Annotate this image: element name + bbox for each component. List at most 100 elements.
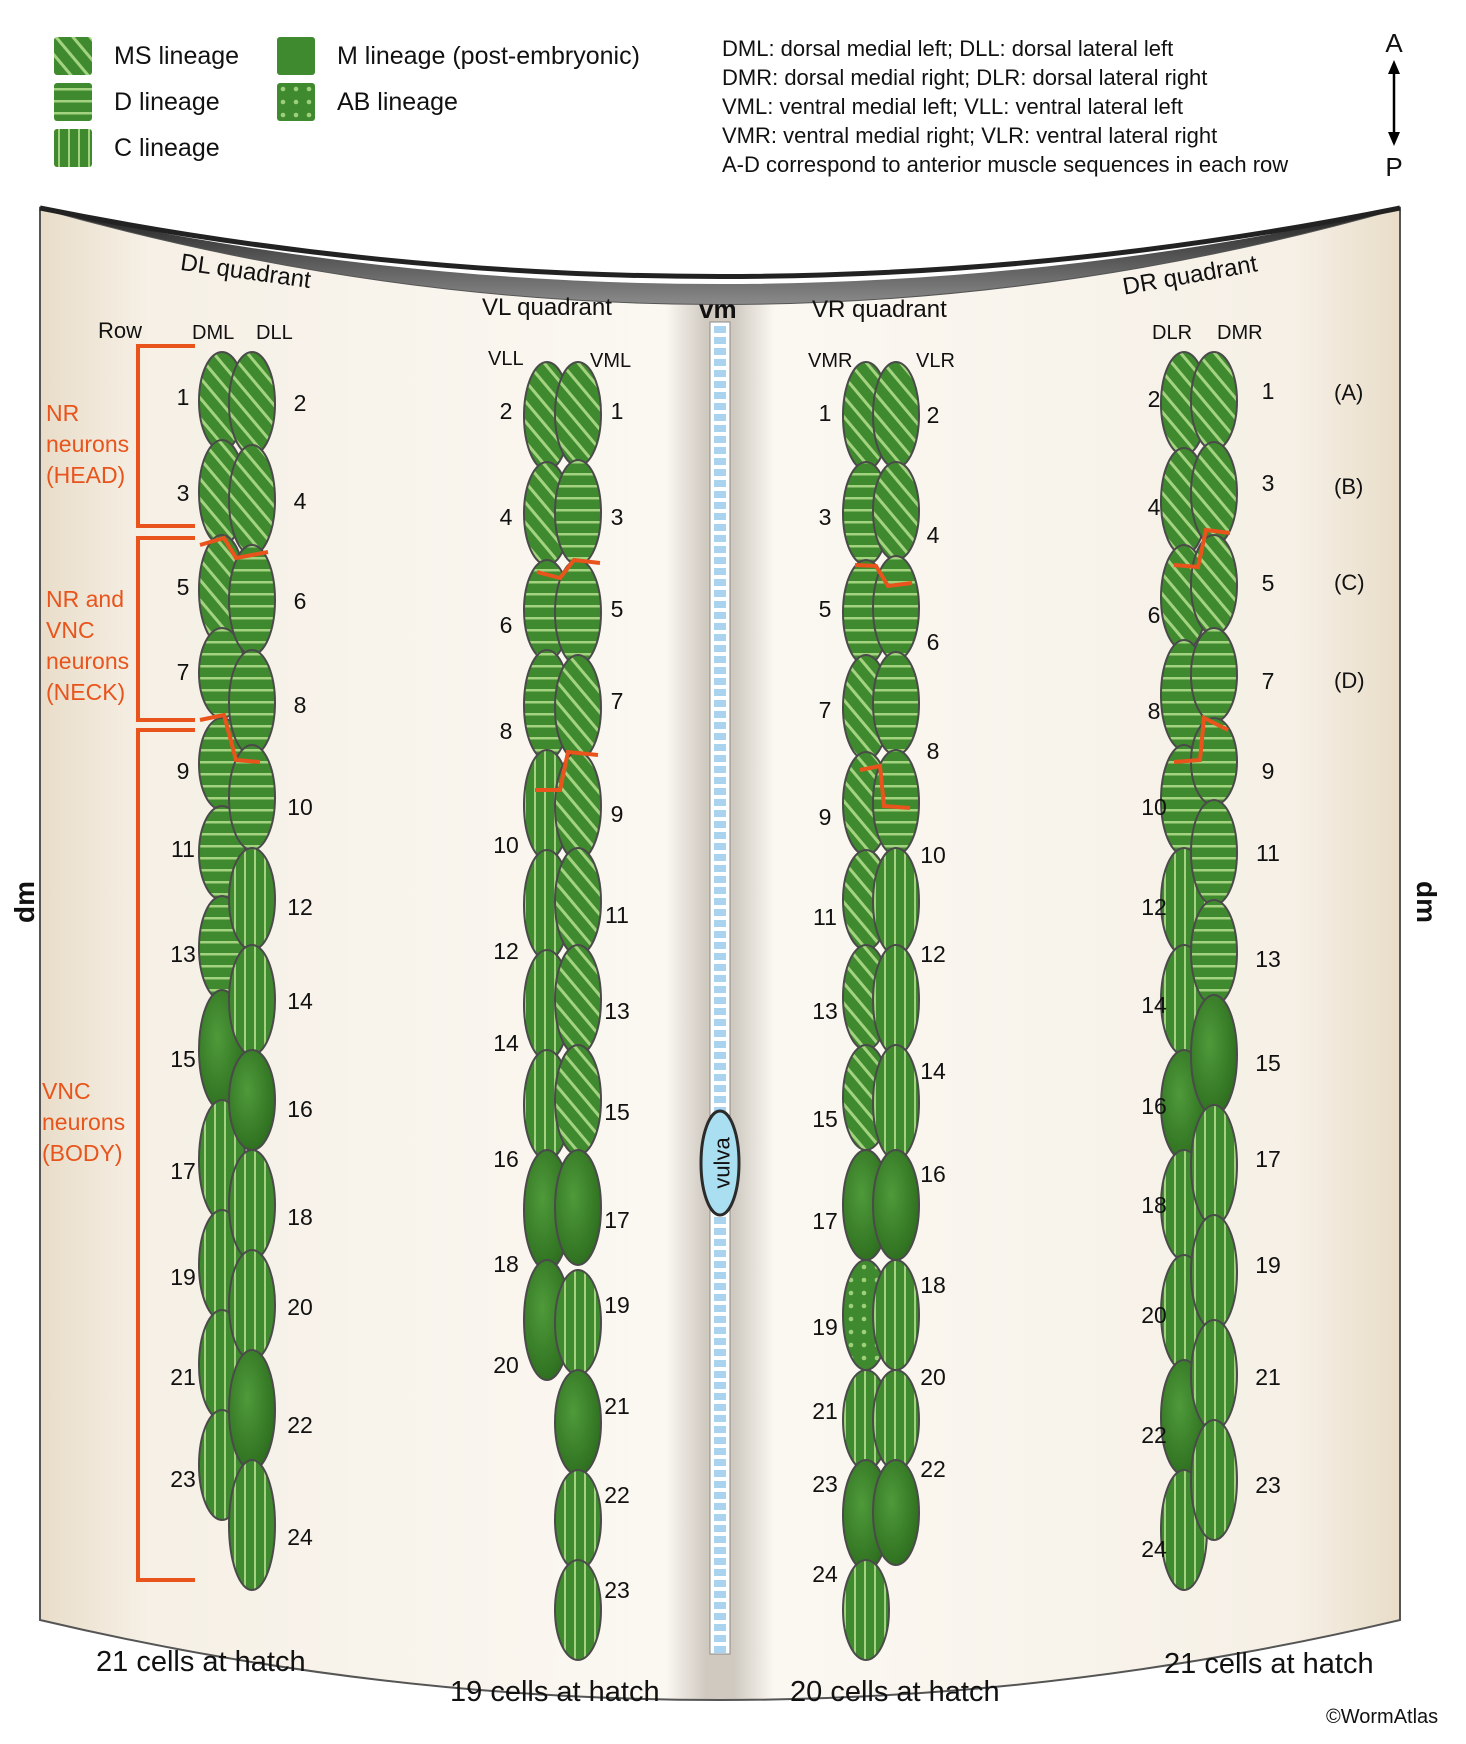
vm-rung — [714, 370, 726, 377]
vl-cell-number: 4 — [499, 504, 513, 530]
vm-rung — [714, 799, 726, 806]
vml-cell — [554, 751, 602, 861]
vm-rung — [714, 425, 726, 432]
vl-cell-number: 13 — [604, 998, 630, 1024]
dmr-cell — [1190, 1319, 1238, 1431]
vm-rung — [714, 1349, 726, 1356]
sequence-boundary-line — [1173, 714, 1229, 764]
ms-lineage-swatch-icon — [54, 37, 92, 75]
vm-rung — [714, 568, 726, 575]
vm-rung — [714, 1393, 726, 1400]
dl-cell-number: 14 — [287, 988, 313, 1014]
vr-cell-number: 6 — [926, 629, 940, 655]
vl-cell-number: 2 — [499, 398, 513, 424]
vml-cell — [554, 459, 602, 566]
vm-rung — [714, 700, 726, 707]
dr-cell-number: 9 — [1261, 758, 1275, 784]
vr-cell-number: 8 — [926, 738, 940, 764]
vr-cell-number: 19 — [812, 1314, 838, 1340]
vm-rung — [714, 1371, 726, 1378]
vm-rung — [714, 579, 726, 586]
dll-cell — [228, 649, 276, 756]
vm-rung — [714, 1492, 726, 1499]
sequence-c-label: (C) — [1334, 570, 1365, 595]
vm-rung — [714, 1327, 726, 1334]
vm-rung — [714, 1030, 726, 1037]
region-bracket — [136, 344, 195, 528]
vm-rung — [714, 909, 726, 916]
vml-cell — [554, 1044, 602, 1156]
vm-rung — [714, 667, 726, 674]
dl-cell-number: 7 — [176, 659, 190, 685]
vl-cell-number: 11 — [605, 902, 629, 928]
dl-cell-number: 17 — [170, 1158, 196, 1184]
dl-cell-number: 23 — [170, 1466, 196, 1492]
vm-rung — [714, 656, 726, 663]
region-bracket — [136, 728, 195, 1582]
vm-rung — [714, 326, 726, 333]
dlr-label: DLR — [1152, 322, 1193, 344]
dll-cell — [228, 944, 276, 1056]
dmr-cell — [1190, 1419, 1238, 1541]
vll-label: VLL — [488, 348, 524, 370]
vr-cell-number: 23 — [812, 1471, 838, 1497]
vml-cell — [554, 361, 602, 467]
vm-rung — [714, 821, 726, 828]
vlr-cell — [872, 1459, 920, 1566]
cylinder-rim — [40, 208, 1400, 304]
vml-cell — [554, 1469, 602, 1571]
dr-cell-number: 3 — [1261, 470, 1275, 496]
vm-rung — [714, 1008, 726, 1015]
vr-cell-number: 3 — [818, 504, 832, 530]
dll-cell — [228, 351, 276, 456]
muscle-cells — [198, 351, 1238, 1661]
dr-cell-number: 1 — [1261, 378, 1275, 404]
definition-line: DMR: dorsal medial right; DLR: dorsal la… — [722, 65, 1208, 90]
vm-rung — [714, 986, 726, 993]
vm-rung — [714, 1426, 726, 1433]
dl-cell-number: 5 — [176, 574, 190, 600]
vl-cell-number: 16 — [493, 1146, 519, 1172]
vml-cell — [554, 944, 602, 1056]
sequence-boundary-line — [859, 763, 911, 810]
vm-rung — [714, 645, 726, 652]
vr-hatch-count: 20 cells at hatch — [790, 1676, 1000, 1708]
vm-rung — [714, 1228, 726, 1235]
vulva-shape — [699, 1109, 741, 1217]
vm-rung — [714, 1261, 726, 1268]
dmr-cell — [1190, 1214, 1238, 1331]
vm-rung — [714, 491, 726, 498]
dml-label: DML — [192, 322, 235, 344]
sequence-d-label: (D) — [1334, 668, 1365, 693]
vm-ladder — [709, 321, 731, 1655]
dl-cell-number: 2 — [293, 390, 307, 416]
vm-rung — [714, 436, 726, 443]
vm-rung — [714, 1217, 726, 1224]
dll-cell — [228, 847, 276, 951]
vl-cell-number: 9 — [610, 801, 624, 827]
vm-rung — [714, 348, 726, 355]
dr-cell-number: 13 — [1255, 946, 1281, 972]
sequence-boundary-line — [535, 749, 599, 792]
vr-cell-number: 18 — [920, 1272, 946, 1298]
region-bracket — [136, 536, 195, 722]
c-lineage-swatch-icon — [54, 129, 92, 167]
credit-label: ©WormAtlas — [1326, 1706, 1439, 1728]
sequence-boundaries — [199, 527, 1231, 810]
anterior-label: A — [1385, 28, 1403, 58]
vm-rung — [714, 997, 726, 1004]
vr-cell-number: 7 — [818, 697, 832, 723]
vl-quadrant-title: VL quadrant — [482, 294, 612, 321]
vm-rung — [714, 1558, 726, 1565]
vm-rung — [714, 1624, 726, 1631]
vm-rung — [714, 1239, 726, 1246]
vm-rung — [714, 1470, 726, 1477]
dll-cell — [228, 1049, 276, 1151]
vm-rung — [714, 1613, 726, 1620]
definition-line: VML: ventral medial left; VLL: ventral l… — [722, 94, 1183, 119]
vm-rung — [714, 722, 726, 729]
vl-cell-number: 22 — [604, 1482, 630, 1508]
vm-rung — [714, 975, 726, 982]
vm-rung — [714, 1250, 726, 1257]
dmr-cell — [1190, 534, 1238, 636]
